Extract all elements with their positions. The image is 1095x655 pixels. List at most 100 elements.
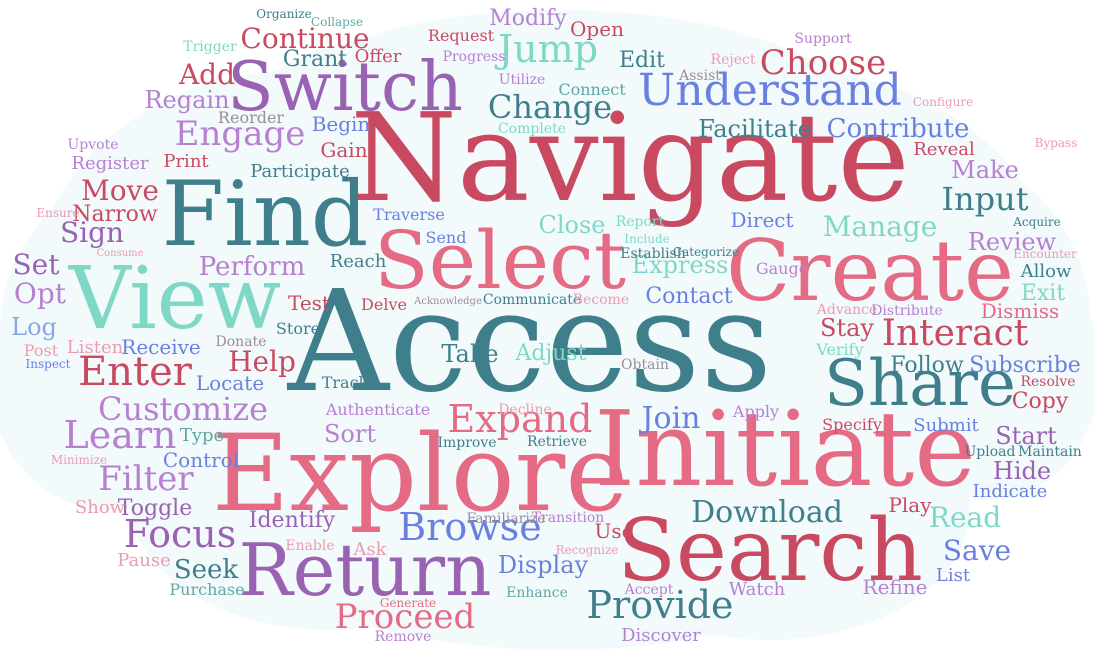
word-follow: Follow — [890, 353, 964, 378]
word-move: Move — [81, 174, 159, 207]
word-view: View — [68, 249, 282, 349]
word-send: Send — [426, 228, 467, 247]
word-organize: Organize — [256, 7, 311, 21]
word-enhance: Enhance — [506, 585, 568, 601]
word-manage: Manage — [823, 210, 938, 243]
word-participate: Participate — [250, 161, 350, 182]
word-create: Create — [726, 222, 1014, 320]
word-support: Support — [794, 31, 852, 47]
word-open: Open — [570, 17, 624, 41]
word-reorder: Reorder — [218, 108, 285, 127]
word-register: Register — [71, 153, 149, 174]
word-trigger: Trigger — [183, 39, 237, 55]
word-access: Access — [287, 261, 772, 424]
word-collapse: Collapse — [311, 15, 363, 29]
word-review: Review — [968, 228, 1057, 256]
word-offer: Offer — [355, 46, 402, 67]
word-subscribe: Subscribe — [969, 353, 1081, 378]
word-recognize: Recognize — [556, 543, 619, 557]
word-save: Save — [943, 534, 1011, 567]
cloud-background-shape — [570, 380, 970, 640]
word-resolve: Resolve — [1020, 374, 1075, 390]
cloud-background-shape — [880, 240, 1095, 500]
word-sign: Sign — [60, 216, 124, 249]
word-consume: Consume — [96, 248, 143, 259]
word-report: Report — [616, 214, 665, 230]
word-reach: Reach — [330, 251, 387, 272]
word-engage: Engage — [175, 114, 306, 154]
word-play: Play — [888, 493, 932, 517]
word-allow: Allow — [1020, 261, 1072, 282]
word-browse: Browse — [398, 505, 541, 549]
word-search: Search — [617, 501, 923, 601]
word-reject: Reject — [711, 52, 756, 68]
word-change: Change — [488, 88, 612, 126]
word-progress: Progress — [443, 49, 506, 65]
word-narrow: Narrow — [72, 202, 158, 227]
word-facilitate: Facilitate — [698, 115, 812, 143]
word-donate: Donate — [216, 334, 267, 350]
word-obtain: Obtain — [621, 357, 669, 373]
word-reveal: Reveal — [913, 139, 975, 160]
word-print: Print — [163, 151, 209, 172]
word-expand: Expand — [448, 397, 593, 441]
word-close: Close — [538, 211, 605, 239]
word-transition: Transition — [532, 510, 605, 526]
word-traverse: Traverse — [373, 205, 445, 224]
word-decline: Decline — [498, 402, 552, 418]
word-switch: Switch — [227, 48, 463, 127]
word-ensure: Ensure — [36, 206, 79, 220]
word-upload: Upload — [965, 444, 1016, 460]
word-refine: Refine — [863, 575, 928, 599]
word-enter: Enter — [78, 349, 193, 395]
word-adjust: Adjust — [514, 341, 586, 366]
word-opt: Opt — [14, 277, 67, 310]
word-exit: Exit — [1021, 281, 1066, 306]
word-add: Add — [178, 58, 235, 91]
word-share: Share — [824, 347, 1016, 421]
word-distribute: Distribute — [871, 303, 943, 319]
word-connect: Connect — [558, 80, 626, 99]
word-establish: Establish — [620, 246, 686, 262]
word-utilize: Utilize — [499, 72, 546, 88]
word-delve: Delve — [361, 295, 407, 314]
word-control: Control — [163, 448, 239, 472]
word-customize: Customize — [98, 390, 268, 428]
word-download: Download — [691, 495, 843, 530]
word-include: Include — [624, 232, 670, 246]
word-complete: Complete — [498, 121, 566, 137]
word-set: Set — [12, 248, 60, 281]
word-dismiss: Dismiss — [981, 299, 1060, 323]
word-direct: Direct — [730, 208, 793, 232]
word-post: Post — [24, 341, 59, 360]
word-navigate: Navigate — [350, 87, 909, 229]
word-copy: Copy — [1012, 389, 1069, 414]
word-purchase: Purchase — [169, 580, 244, 599]
word-discover: Discover — [621, 625, 701, 646]
word-listen: Listen — [67, 337, 124, 358]
word-test: Test — [288, 291, 330, 315]
word-improve: Improve — [437, 435, 496, 451]
word-regain: Regain — [144, 86, 229, 114]
word-bypass: Bypass — [1035, 136, 1078, 150]
word-log: Log — [11, 313, 57, 341]
word-focus: Focus — [124, 512, 236, 556]
word-begin: Begin — [312, 112, 371, 136]
word-display: Display — [498, 551, 589, 579]
word-initiate: Initiate — [594, 388, 976, 510]
word-pause: Pause — [117, 550, 171, 571]
word-acknowledge: Acknowledge — [413, 296, 482, 307]
word-continue: Continue — [240, 22, 369, 55]
word-indicate: Indicate — [973, 481, 1048, 502]
word-select: Select — [374, 214, 626, 307]
cloud-background-shape — [0, 250, 230, 510]
word-express: Express — [632, 251, 729, 279]
word-contribute: Contribute — [827, 114, 970, 144]
word-upvote: Upvote — [67, 137, 118, 153]
word-return: Return — [239, 528, 492, 612]
word-specify: Specify — [822, 415, 882, 434]
word-categorize: Categorize — [673, 245, 739, 259]
word-request: Request — [428, 26, 495, 45]
word-track: Track — [322, 373, 369, 392]
word-grant: Grant — [283, 47, 347, 72]
